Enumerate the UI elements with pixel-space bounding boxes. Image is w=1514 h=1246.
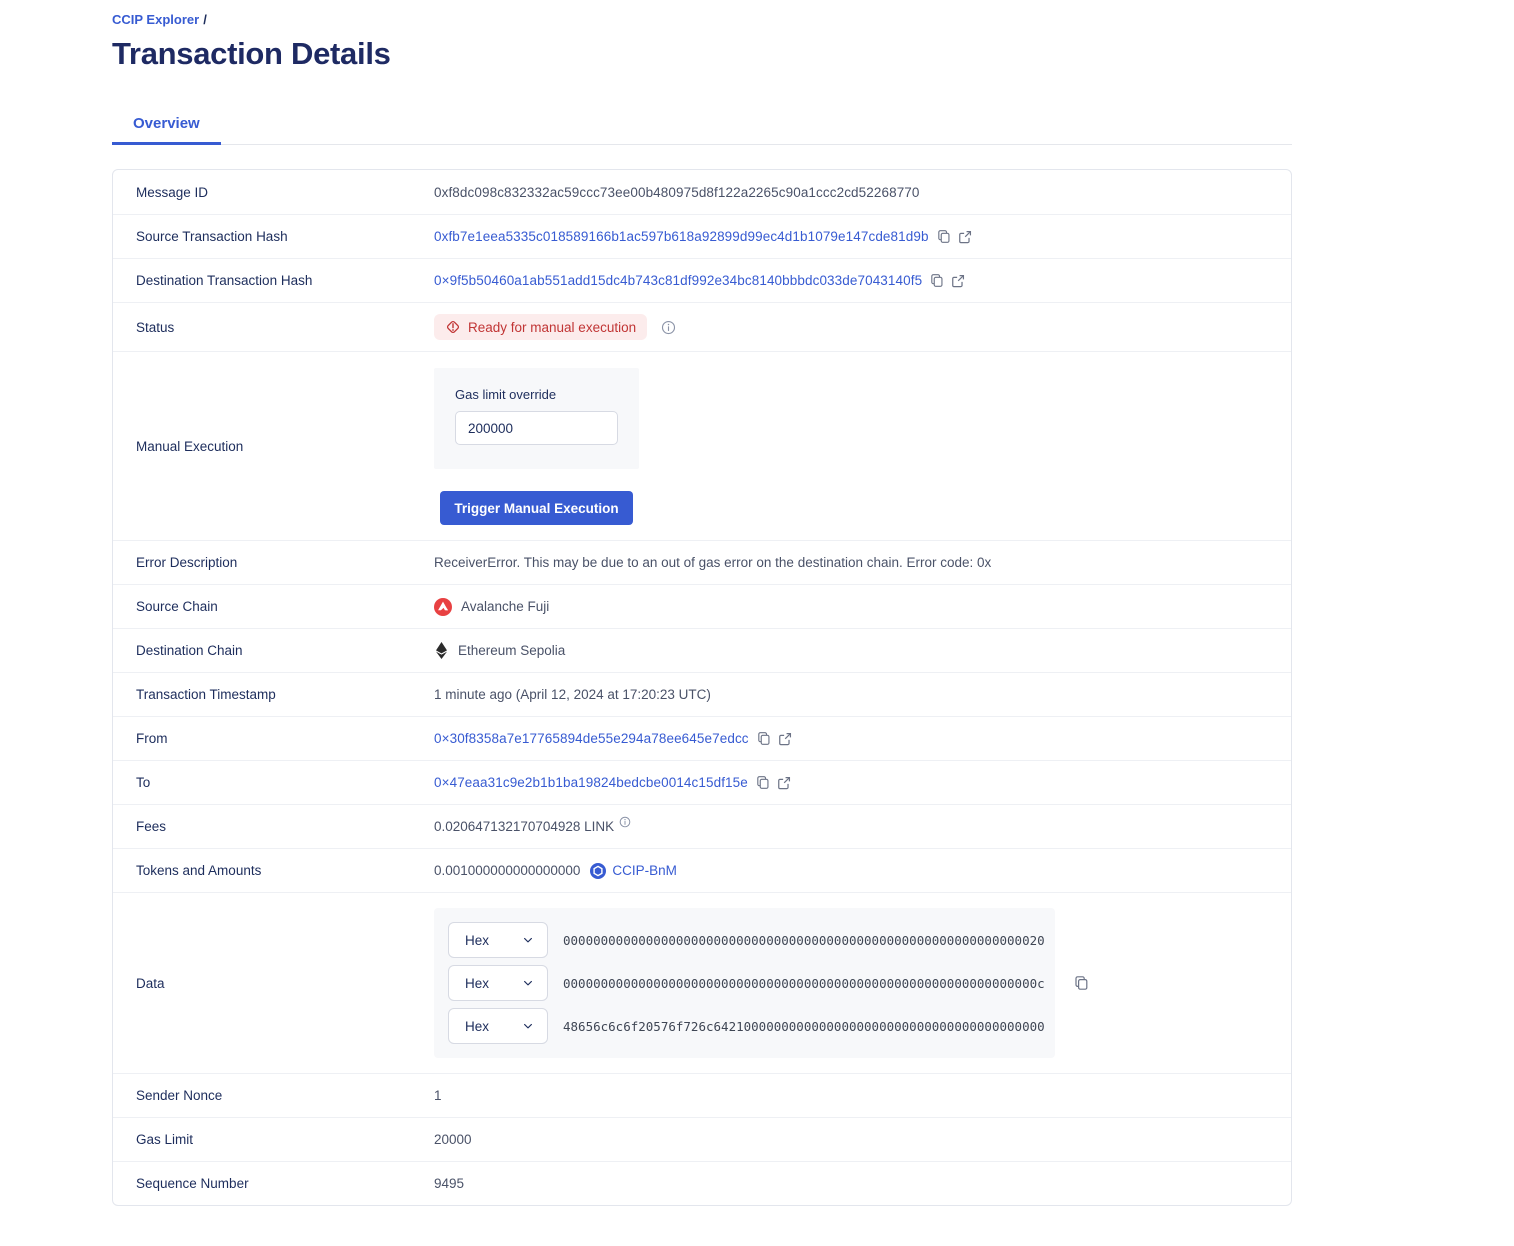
gas-limit-override-input[interactable] (455, 411, 618, 445)
source-tx-hash-link[interactable]: 0xfb7e1eea5335c018589166b1ac597b618a9289… (434, 229, 929, 244)
sender-nonce-value: 1 (434, 1088, 442, 1103)
to-address-link[interactable]: 0×47eaa31c9e2b1b1ba19824bedcbe0014c15df1… (434, 775, 748, 790)
gas-limit-override-card: Gas limit override (434, 368, 639, 469)
data-format-select-value: Hex (465, 1018, 490, 1034)
row-label: Status (136, 319, 175, 335)
row-label: Message ID (136, 184, 209, 200)
row-label: Tokens and Amounts (136, 863, 262, 878)
row-message-id: Message ID 0xf8dc098c832332ac59ccc73ee00… (113, 170, 1291, 214)
token-link-label: CCIP-BnM (612, 863, 677, 878)
token-amount-value: 0.001000000000000000 (434, 863, 581, 878)
row-label: Fees (136, 819, 167, 834)
row-label: Error Description (136, 555, 238, 570)
status-badge-label: Ready for manual execution (468, 319, 637, 335)
row-data: Data Hex 0000000000000000000000000000000… (113, 892, 1291, 1073)
row-source-tx-hash: Source Transaction Hash 0xfb7e1eea5335c0… (113, 214, 1291, 258)
details-table: Message ID 0xf8dc098c832332ac59ccc73ee00… (112, 169, 1292, 1206)
data-line: Hex 000000000000000000000000000000000000… (448, 965, 1045, 1001)
external-link-icon[interactable] (958, 230, 972, 244)
message-id-value: 0xf8dc098c832332ac59ccc73ee00b480975d8f1… (434, 184, 920, 200)
row-manual-execution: Manual Execution Gas limit override Trig… (113, 351, 1291, 540)
data-format-select-value: Hex (465, 932, 490, 948)
row-sequence-number: Sequence Number 9495 (113, 1161, 1291, 1205)
row-sender-nonce: Sender Nonce 1 (113, 1073, 1291, 1117)
row-label: Gas Limit (136, 1132, 194, 1147)
row-from: From 0×30f8358a7e17765894de55e294a78ee64… (113, 716, 1291, 760)
data-format-select[interactable]: Hex (448, 922, 548, 958)
row-label: To (136, 775, 151, 790)
row-label: Data (136, 975, 165, 991)
breadcrumb-link-ccip-explorer[interactable]: CCIP Explorer (112, 12, 200, 27)
copy-icon[interactable] (929, 273, 944, 288)
sequence-number-value: 9495 (434, 1176, 465, 1191)
copy-icon[interactable] (936, 229, 951, 244)
tab-bar: Overview (112, 104, 1292, 145)
trigger-manual-execution-button[interactable]: Trigger Manual Execution (440, 491, 633, 525)
from-address-link[interactable]: 0×30f8358a7e17765894de55e294a78ee645e7ed… (434, 731, 749, 746)
gas-limit-override-label: Gas limit override (455, 387, 557, 402)
data-line: Hex 000000000000000000000000000000000000… (448, 922, 1045, 958)
source-chain-value: Avalanche Fuji (461, 599, 550, 614)
row-label: Transaction Timestamp (136, 687, 276, 702)
data-hex-line: 48656c6c6f20576f726c64210000000000000000… (563, 1018, 1045, 1034)
error-description-value: ReceiverError. This may be due to an out… (434, 555, 992, 570)
row-source-chain: Source Chain Avalanche Fuji (113, 584, 1291, 628)
ethereum-logo-icon (436, 642, 447, 659)
info-icon[interactable] (661, 320, 676, 335)
data-hex-card: Hex 000000000000000000000000000000000000… (434, 908, 1055, 1058)
data-hex-line: 0000000000000000000000000000000000000000… (563, 975, 1045, 991)
chevron-down-icon (522, 977, 534, 989)
avalanche-logo-icon (434, 597, 452, 616)
data-hex-line: 0000000000000000000000000000000000000000… (563, 932, 1045, 948)
external-link-icon[interactable] (778, 732, 792, 746)
row-fees: Fees 0.020647132170704928 LINK (113, 804, 1291, 848)
row-error-description: Error Description ReceiverError. This ma… (113, 540, 1291, 584)
tab-overview[interactable]: Overview (112, 104, 221, 145)
destination-tx-hash-link[interactable]: 0×9f5b50460a1ab551add15dc4b743c81df992e3… (434, 273, 923, 288)
data-format-select[interactable]: Hex (448, 1008, 548, 1044)
info-icon[interactable] (619, 816, 631, 828)
row-label: Source Transaction Hash (136, 229, 288, 244)
row-label: Source Chain (136, 599, 218, 614)
token-link-ccip-bnm[interactable]: CCIP-BnM (590, 862, 677, 879)
row-destination-chain: Destination Chain Ethereum Sepolia (113, 628, 1291, 672)
external-link-icon[interactable] (951, 274, 965, 288)
tab-overview-label: Overview (133, 115, 200, 132)
row-status: Status Ready for manual execution (113, 302, 1291, 351)
row-label: Sender Nonce (136, 1088, 223, 1103)
data-format-select-value: Hex (465, 975, 490, 991)
copy-icon[interactable] (1073, 975, 1089, 991)
copy-icon[interactable] (756, 731, 771, 746)
chevron-down-icon (522, 1020, 534, 1032)
data-line: Hex 48656c6c6f20576f726c6421000000000000… (448, 1008, 1045, 1044)
fees-value: 0.020647132170704928 LINK (434, 819, 615, 834)
row-transaction-timestamp: Transaction Timestamp 1 minute ago (Apri… (113, 672, 1291, 716)
row-label: Destination Chain (136, 643, 243, 658)
chevron-down-icon (522, 934, 534, 946)
row-label: Sequence Number (136, 1176, 249, 1191)
row-to: To 0×47eaa31c9e2b1b1ba19824bedcbe0014c15… (113, 760, 1291, 804)
row-label: Manual Execution (136, 438, 244, 454)
breadcrumb: CCIP Explorer / (112, 12, 1292, 27)
row-label: From (136, 731, 168, 746)
ccip-bnm-token-icon (590, 862, 607, 879)
copy-icon[interactable] (755, 775, 770, 790)
transaction-timestamp-value: 1 minute ago (April 12, 2024 at 17:20:23… (434, 687, 711, 702)
external-link-icon[interactable] (777, 776, 791, 790)
destination-chain-value: Ethereum Sepolia (458, 643, 566, 658)
breadcrumb-separator: / (203, 12, 207, 27)
row-tokens-and-amounts: Tokens and Amounts 0.001000000000000000 … (113, 848, 1291, 892)
row-destination-tx-hash: Destination Transaction Hash 0×9f5b50460… (113, 258, 1291, 302)
row-label: Destination Transaction Hash (136, 273, 313, 288)
transaction-details-page: CCIP Explorer / Transaction Details Overv… (112, 12, 1292, 1206)
alert-diamond-icon (445, 319, 461, 335)
gas-limit-value: 20000 (434, 1132, 472, 1147)
status-badge: Ready for manual execution (434, 314, 648, 340)
page-title: Transaction Details (112, 36, 391, 71)
data-format-select[interactable]: Hex (448, 965, 548, 1001)
row-gas-limit: Gas Limit 20000 (113, 1117, 1291, 1161)
